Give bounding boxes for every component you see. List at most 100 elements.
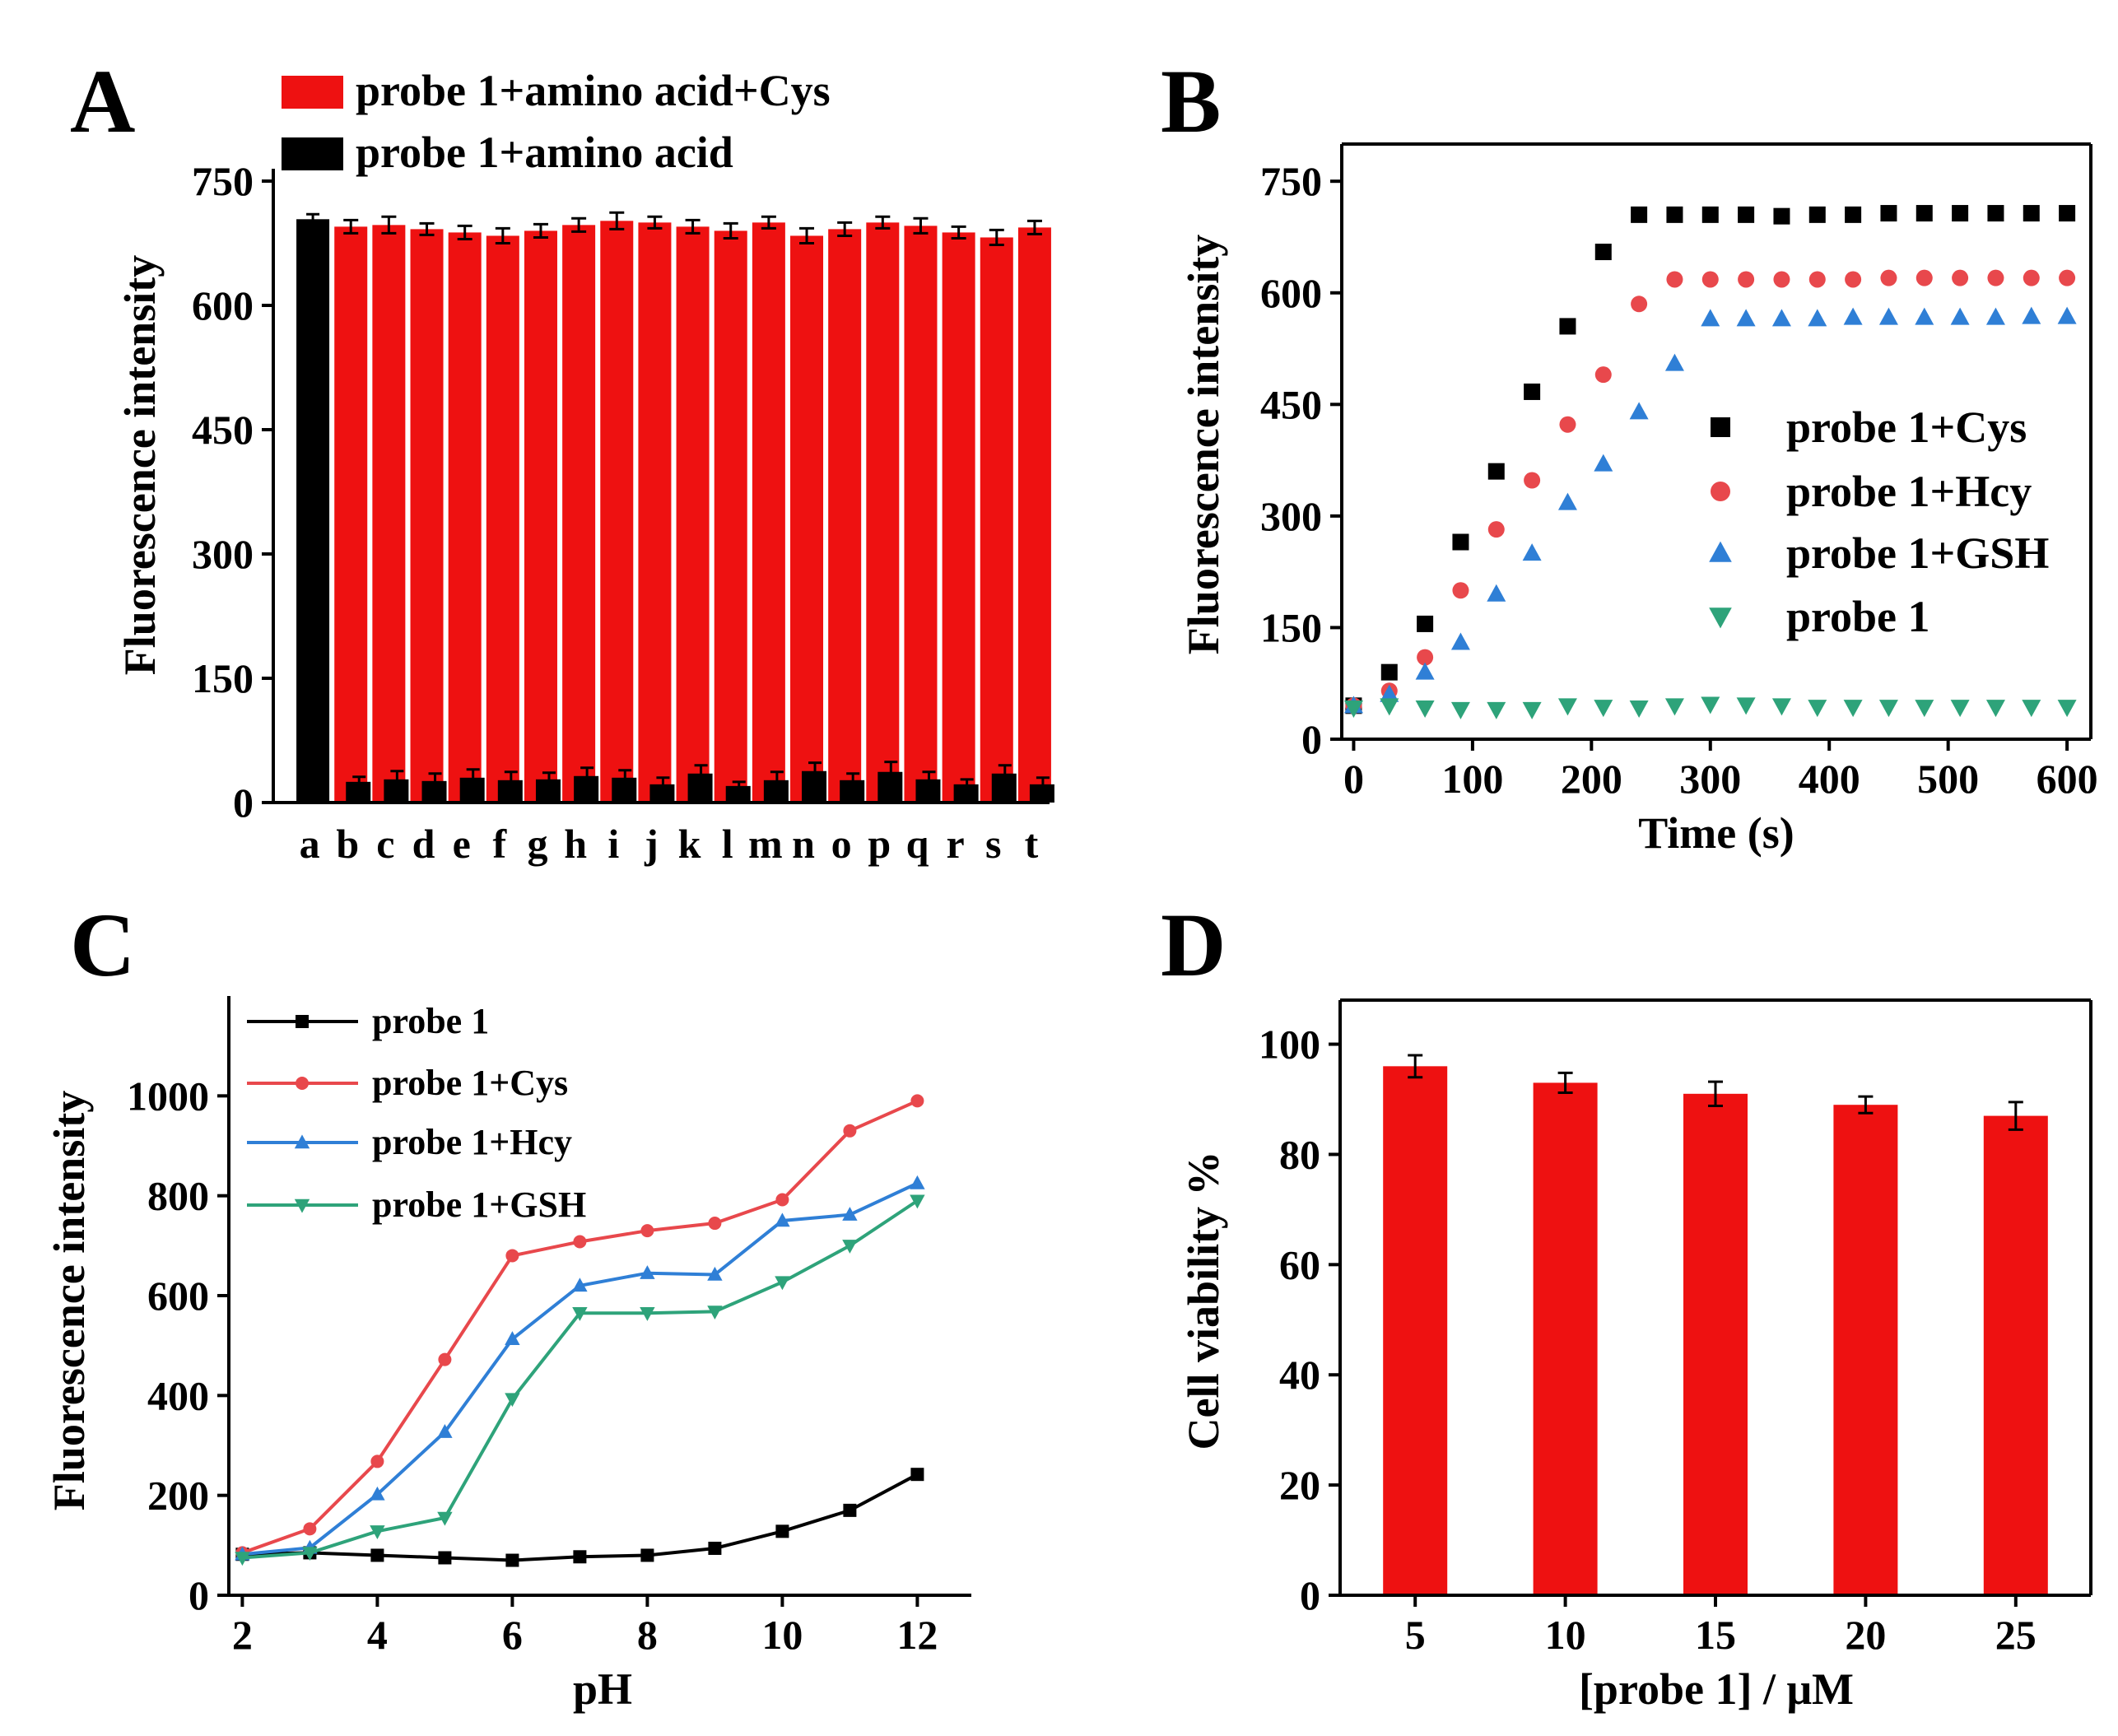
x-tick-label: t bbox=[1025, 821, 1039, 867]
panel-letter-a: A bbox=[70, 51, 135, 151]
y-tick-label: 750 bbox=[1260, 158, 1322, 204]
legend-label: probe 1+amino acid bbox=[356, 128, 733, 177]
legend-label: probe 1+Cys bbox=[1786, 403, 2027, 452]
data-point bbox=[1450, 632, 1470, 650]
data-point bbox=[1950, 700, 1970, 718]
data-point bbox=[1557, 698, 1577, 716]
data-point bbox=[1878, 307, 1898, 325]
data-point bbox=[1701, 206, 1719, 223]
legend-marker bbox=[296, 1015, 309, 1028]
bar-probe-amino-acid-cys bbox=[790, 235, 824, 803]
data-point bbox=[505, 1249, 519, 1263]
data-point bbox=[1808, 700, 1827, 718]
data-point bbox=[1701, 309, 1720, 327]
chart-b: 0 100 200 300 400 500 600 0 150 300 450 600 750 Time … bbox=[1179, 142, 2098, 858]
x-tick-label: 500 bbox=[1917, 756, 1979, 802]
x-tick-label: o bbox=[831, 821, 852, 867]
x-tick-label: r bbox=[947, 821, 965, 867]
bar-probe-amino-acid-cys bbox=[904, 226, 938, 803]
data-point bbox=[1664, 698, 1684, 716]
legend-label: probe 1+Cys bbox=[372, 1063, 568, 1103]
data-point bbox=[1845, 206, 1862, 223]
data-point bbox=[437, 1424, 453, 1438]
data-point bbox=[707, 1305, 723, 1320]
chart-a: a b c d e f g h i j k l m n o p q r s t 0 150 300 450 600 750 Fluo… bbox=[115, 66, 1054, 867]
data-point bbox=[573, 1235, 587, 1249]
data-point bbox=[1771, 309, 1791, 327]
y-tick-label: 750 bbox=[192, 158, 254, 204]
panel-letter-d: D bbox=[1161, 895, 1226, 995]
y-tick-label: 100 bbox=[1259, 1022, 1320, 1068]
data-point bbox=[1417, 615, 1434, 632]
data-point bbox=[640, 1307, 655, 1321]
data-point bbox=[1878, 700, 1898, 718]
data-point bbox=[1843, 700, 1863, 718]
legend-label: probe 1+GSH bbox=[372, 1184, 586, 1225]
y-tick-label: 0 bbox=[1300, 1572, 1320, 1618]
data-point bbox=[775, 1524, 789, 1538]
legend-marker bbox=[1709, 541, 1732, 562]
data-point bbox=[1808, 309, 1827, 327]
bar-probe-amino-acid-cys bbox=[486, 235, 519, 803]
x-tick-label: i bbox=[607, 821, 619, 867]
x-tick-label: 400 bbox=[1799, 756, 1860, 802]
x-tick-label: j bbox=[644, 821, 659, 867]
legend-swatch bbox=[282, 137, 343, 170]
x-tick-label: 300 bbox=[1679, 756, 1741, 802]
bar-cell-viability bbox=[1833, 1105, 1898, 1595]
x-tick-label: d bbox=[412, 821, 435, 867]
x-axis-title: [probe 1] / μM bbox=[1579, 1664, 1854, 1714]
data-point bbox=[1952, 269, 1969, 286]
y-tick-label: 600 bbox=[147, 1273, 209, 1319]
legend-label: probe 1 bbox=[1786, 592, 1930, 641]
data-point bbox=[1417, 649, 1434, 666]
bar-probe-amino-acid bbox=[296, 219, 330, 803]
y-tick-label: 600 bbox=[1260, 270, 1322, 316]
y-tick-label: 200 bbox=[147, 1473, 209, 1519]
y-tick-label: 300 bbox=[192, 531, 254, 577]
data-point bbox=[1736, 697, 1756, 715]
data-point bbox=[1594, 366, 1612, 384]
data-point bbox=[1666, 271, 1683, 288]
bar-probe-amino-acid-cys bbox=[524, 230, 557, 803]
x-tick-label: 15 bbox=[1695, 1612, 1736, 1658]
data-point bbox=[1522, 701, 1542, 719]
data-point bbox=[2022, 306, 2041, 324]
data-point bbox=[842, 1240, 858, 1254]
x-tick-label: e bbox=[453, 821, 471, 867]
data-point bbox=[1452, 533, 1469, 551]
legend-label: probe 1+amino acid+Cys bbox=[356, 66, 831, 115]
data-point bbox=[2059, 269, 2076, 286]
data-point bbox=[1629, 700, 1649, 719]
x-tick-label: b bbox=[336, 821, 359, 867]
data-point bbox=[505, 1393, 520, 1408]
data-point bbox=[1487, 463, 1505, 480]
data-point bbox=[775, 1212, 790, 1227]
data-point bbox=[1380, 698, 1399, 716]
data-point bbox=[370, 1548, 384, 1562]
y-tick-label: 150 bbox=[192, 655, 254, 701]
data-point bbox=[843, 1503, 857, 1517]
y-tick-label: 450 bbox=[192, 407, 254, 453]
bar-probe-amino-acid-cys bbox=[448, 232, 482, 803]
bar-probe-amino-acid-cys bbox=[562, 225, 596, 803]
series-line bbox=[241, 1099, 919, 1555]
legend-label: probe 1+Hcy bbox=[1786, 467, 2032, 516]
x-tick-label: m bbox=[748, 821, 783, 867]
bar-probe-amino-acid bbox=[1029, 784, 1054, 803]
data-point bbox=[1738, 271, 1755, 288]
data-point bbox=[1773, 271, 1790, 288]
data-point bbox=[1771, 698, 1791, 716]
legend-marker bbox=[1709, 607, 1732, 629]
x-tick-label: q bbox=[906, 821, 929, 867]
data-point bbox=[2059, 205, 2076, 222]
data-point bbox=[1631, 206, 1648, 223]
data-point bbox=[1985, 700, 2005, 718]
data-point bbox=[1736, 309, 1756, 327]
data-point bbox=[1952, 205, 1969, 222]
data-point bbox=[303, 1522, 317, 1536]
data-point bbox=[1987, 269, 2004, 286]
data-point bbox=[235, 1552, 250, 1566]
bar-probe-amino-acid-cys bbox=[600, 221, 634, 803]
